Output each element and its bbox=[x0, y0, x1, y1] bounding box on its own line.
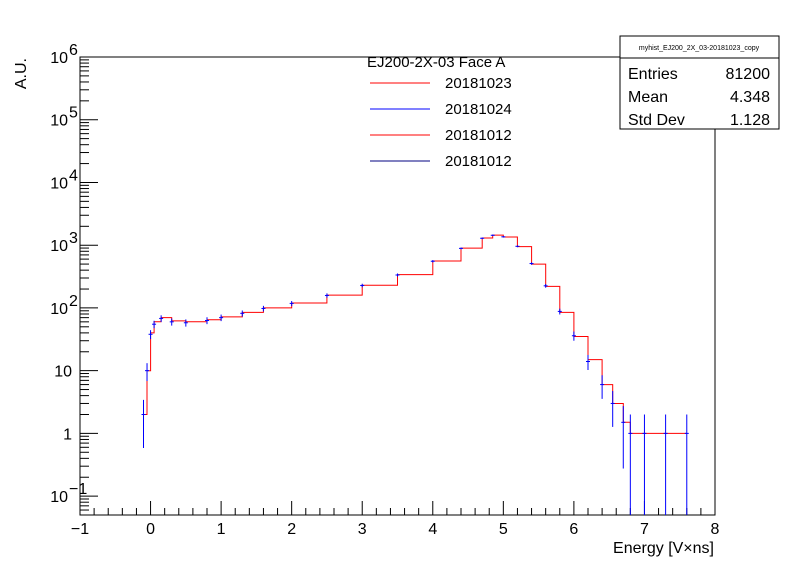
x-tick-label: 7 bbox=[640, 521, 649, 538]
y-tick-label: 10 bbox=[50, 238, 68, 255]
y-tick-label: 10 bbox=[54, 364, 72, 381]
legend-label: 20181012 bbox=[445, 127, 512, 144]
x-tick-label: 4 bbox=[428, 521, 437, 538]
x-tick-label: 3 bbox=[358, 521, 367, 538]
y-axis-title: A.U. bbox=[13, 58, 30, 89]
stats-value: 1.128 bbox=[730, 112, 770, 129]
y-tick-exponent: 2 bbox=[69, 293, 78, 310]
x-tick-label: 6 bbox=[569, 521, 578, 538]
stats-label: Std Dev bbox=[628, 112, 685, 129]
y-tick-label: 1 bbox=[63, 426, 72, 443]
stats-box-title: myhist_EJ200_2X_03-20181023_copy bbox=[639, 45, 760, 52]
x-axis-title: Energy [V×ns] bbox=[613, 540, 714, 557]
y-tick-exponent: 5 bbox=[69, 105, 78, 122]
y-tick-exponent: 3 bbox=[69, 230, 78, 247]
stats-value: 81200 bbox=[726, 66, 771, 83]
y-tick-exponent: 6 bbox=[69, 42, 78, 59]
legend-title: EJ200-2X-03 Face A bbox=[367, 54, 505, 71]
x-tick-label: 1 bbox=[217, 521, 226, 538]
y-tick-label: 10 bbox=[50, 50, 68, 67]
legend-label: 20181024 bbox=[445, 101, 512, 118]
x-tick-label: 2 bbox=[287, 521, 296, 538]
plot-frame bbox=[79, 56, 716, 516]
legend-label: 20181012 bbox=[445, 153, 512, 170]
y-tick-label: 10 bbox=[50, 175, 68, 192]
y-tick-exponent: 4 bbox=[69, 167, 78, 184]
series-0-step-line bbox=[143, 234, 687, 434]
y-tick-label: 10 bbox=[50, 489, 68, 506]
stats-box-frame bbox=[619, 35, 780, 130]
legend: EJ200-2X-03 Face A 20181023 20181024 20181… bbox=[367, 54, 512, 170]
x-tick-label: −1 bbox=[71, 521, 89, 538]
x-tick-label: 0 bbox=[146, 521, 155, 538]
stats-label: Entries bbox=[628, 66, 678, 83]
x-tick-label: 8 bbox=[711, 521, 720, 538]
stats-label: Mean bbox=[628, 89, 668, 106]
y-tick-exponent: −1 bbox=[69, 481, 87, 498]
series-layer bbox=[141, 234, 689, 515]
x-axis: −1 0 1 2 3 4 5 6 7 8 bbox=[71, 501, 720, 538]
y-tick-label: 10 bbox=[50, 301, 68, 318]
y-tick-label: 10 bbox=[50, 113, 68, 130]
stats-box: myhist_EJ200_2X_03-20181023_copy Entries… bbox=[619, 35, 780, 130]
stats-value: 4.348 bbox=[730, 89, 770, 106]
legend-label: 20181023 bbox=[445, 75, 512, 92]
x-tick-label: 5 bbox=[499, 521, 508, 538]
